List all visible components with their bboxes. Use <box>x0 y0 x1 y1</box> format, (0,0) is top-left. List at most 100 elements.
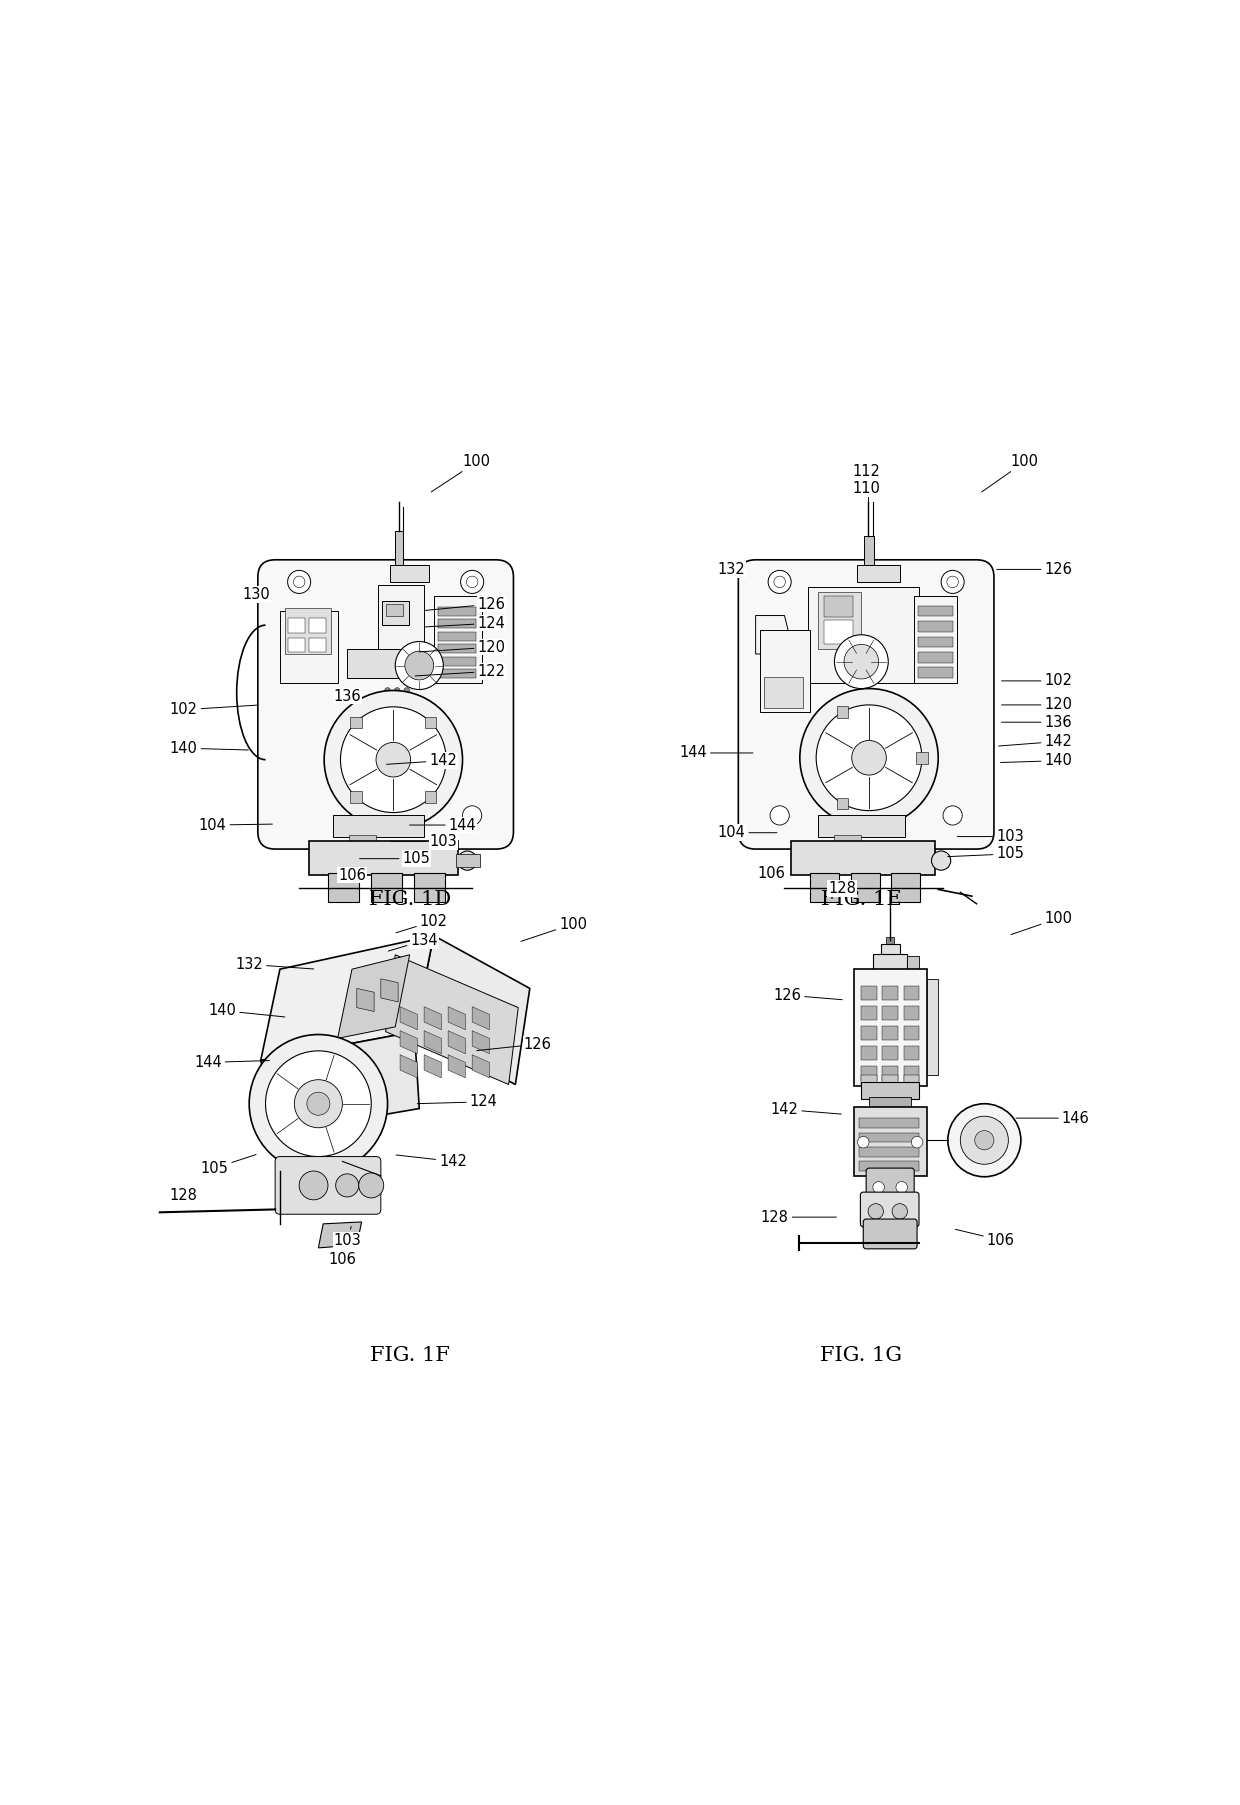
Polygon shape <box>472 1054 490 1078</box>
Circle shape <box>336 1173 358 1197</box>
Text: 100: 100 <box>1011 912 1073 935</box>
Circle shape <box>960 1115 1008 1164</box>
Circle shape <box>874 695 880 700</box>
Bar <box>288 619 305 634</box>
FancyBboxPatch shape <box>861 1191 919 1227</box>
Polygon shape <box>424 1031 441 1054</box>
Bar <box>918 621 952 632</box>
Bar <box>425 791 436 803</box>
Bar <box>862 1025 877 1040</box>
Polygon shape <box>472 1007 490 1029</box>
Bar <box>837 798 848 809</box>
Circle shape <box>299 1171 327 1200</box>
Text: FIG. 1E: FIG. 1E <box>821 890 901 908</box>
Circle shape <box>868 1204 883 1218</box>
Bar <box>859 1146 919 1157</box>
Text: FIG. 1F: FIG. 1F <box>370 1347 450 1365</box>
Text: FIG. 1D: FIG. 1D <box>368 890 451 908</box>
Bar <box>309 637 326 652</box>
Text: 144: 144 <box>409 818 476 832</box>
Bar <box>908 955 919 969</box>
Text: 100: 100 <box>432 455 491 493</box>
Text: 106: 106 <box>339 868 366 883</box>
Circle shape <box>384 699 391 706</box>
Bar <box>438 619 476 628</box>
Bar <box>918 652 952 662</box>
Text: 126: 126 <box>997 561 1073 578</box>
Circle shape <box>466 576 477 588</box>
Polygon shape <box>319 1222 362 1247</box>
Polygon shape <box>448 1031 465 1054</box>
Bar <box>350 791 362 803</box>
Text: 140: 140 <box>170 740 248 756</box>
Text: 122: 122 <box>415 664 506 679</box>
Text: 110: 110 <box>852 482 880 496</box>
Bar <box>350 834 376 845</box>
Circle shape <box>384 688 391 693</box>
Bar <box>837 706 848 718</box>
Bar <box>862 1005 877 1020</box>
Polygon shape <box>381 978 398 1002</box>
Text: 100: 100 <box>982 455 1039 493</box>
Bar <box>883 986 898 1000</box>
Polygon shape <box>448 1007 465 1029</box>
Text: 102: 102 <box>1002 673 1073 688</box>
FancyBboxPatch shape <box>258 560 513 848</box>
Bar <box>438 632 476 641</box>
FancyBboxPatch shape <box>866 1168 914 1200</box>
Text: FIG. 1G: FIG. 1G <box>821 1347 903 1365</box>
Circle shape <box>941 570 965 594</box>
Bar <box>347 650 429 679</box>
Bar <box>862 1081 919 1099</box>
Text: 128: 128 <box>170 1188 197 1202</box>
Bar <box>438 670 476 679</box>
Bar <box>309 841 458 875</box>
Bar <box>438 644 476 653</box>
Text: 142: 142 <box>770 1103 841 1117</box>
Bar <box>887 937 894 948</box>
Text: 142: 142 <box>998 735 1073 749</box>
Bar <box>285 608 331 653</box>
Text: 126: 126 <box>425 596 505 612</box>
Circle shape <box>288 570 311 594</box>
Circle shape <box>931 850 951 870</box>
Bar <box>926 978 939 1076</box>
Bar <box>391 565 429 581</box>
Text: 130: 130 <box>242 587 270 601</box>
Circle shape <box>947 1103 1021 1177</box>
FancyBboxPatch shape <box>275 1157 381 1215</box>
Circle shape <box>874 708 880 713</box>
Bar <box>309 619 326 634</box>
Bar <box>760 630 811 711</box>
Bar <box>288 637 305 652</box>
Circle shape <box>975 1130 994 1150</box>
Bar <box>823 621 853 644</box>
Text: 126: 126 <box>477 1036 552 1052</box>
Circle shape <box>816 706 921 810</box>
Bar <box>862 1047 877 1061</box>
Bar <box>818 592 862 650</box>
Text: 136: 136 <box>334 690 361 704</box>
Circle shape <box>897 1182 908 1193</box>
Bar <box>332 816 424 836</box>
Bar <box>378 585 424 653</box>
Text: 136: 136 <box>1002 715 1073 729</box>
Bar <box>811 874 839 902</box>
FancyBboxPatch shape <box>738 560 994 848</box>
Bar <box>918 668 952 679</box>
Text: 106: 106 <box>955 1229 1014 1247</box>
Polygon shape <box>472 1031 490 1054</box>
Bar <box>818 816 904 836</box>
Bar <box>914 596 957 682</box>
Circle shape <box>852 740 887 774</box>
Bar <box>853 969 926 1087</box>
Text: 104: 104 <box>718 825 777 839</box>
Text: 140: 140 <box>208 1004 285 1018</box>
Bar <box>883 1076 898 1085</box>
Text: 106: 106 <box>329 1253 356 1267</box>
Circle shape <box>249 1034 388 1173</box>
Text: 103: 103 <box>334 1227 361 1247</box>
Text: 128: 128 <box>828 881 856 895</box>
Bar <box>425 717 436 727</box>
Bar <box>808 587 919 682</box>
